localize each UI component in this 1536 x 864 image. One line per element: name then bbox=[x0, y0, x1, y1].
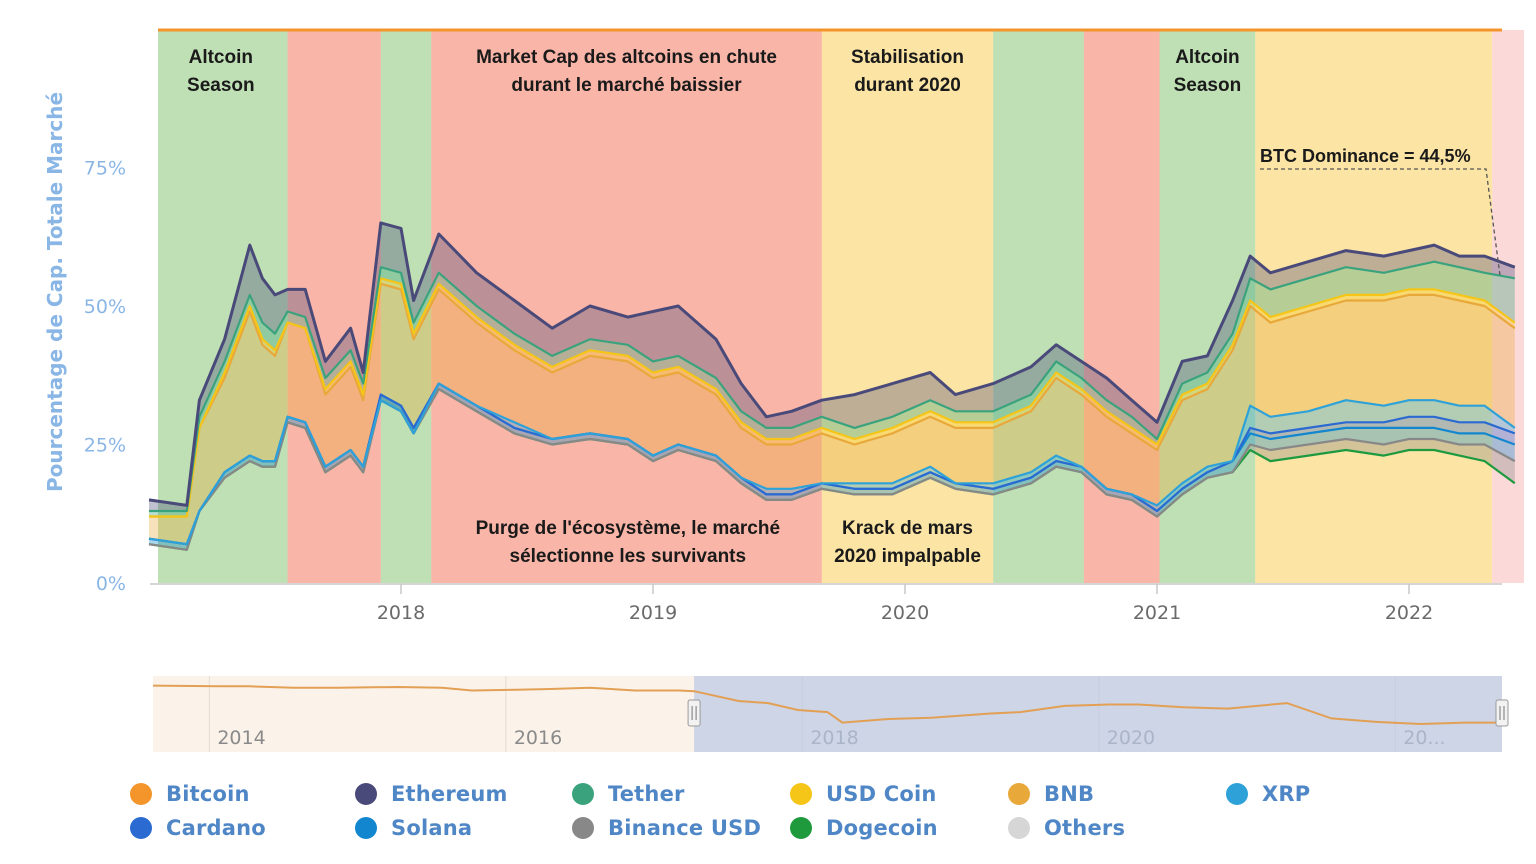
phase-band bbox=[431, 30, 822, 583]
navigator-selected-range bbox=[694, 676, 1502, 752]
y-tick-label: 25% bbox=[84, 435, 126, 457]
phase-band bbox=[287, 30, 381, 583]
phase-band bbox=[1083, 30, 1160, 583]
legend-dot-icon bbox=[355, 817, 377, 839]
legend-item-ethereum[interactable]: Ethereum bbox=[355, 780, 508, 808]
legend-label: USD Coin bbox=[826, 782, 937, 806]
legend-dot-icon bbox=[130, 817, 152, 839]
series-area-bnb bbox=[149, 283, 1515, 545]
series-area-tether bbox=[149, 261, 1515, 517]
legend-item-others[interactable]: Others bbox=[1008, 814, 1125, 842]
legend-dot-icon bbox=[790, 783, 812, 805]
legend-dot-icon bbox=[355, 783, 377, 805]
x-tick-label: 2020 bbox=[881, 602, 929, 624]
legend-label: Bitcoin bbox=[166, 782, 250, 806]
series-line-xrp bbox=[148, 382, 1516, 546]
btc-dominance-annotation: BTC Dominance = 44,5% bbox=[1260, 146, 1471, 166]
legend-dot-icon bbox=[1008, 783, 1030, 805]
legend-dot-icon bbox=[1008, 817, 1030, 839]
event-label: Krack de mars bbox=[842, 518, 973, 539]
x-tick-label: 2019 bbox=[629, 602, 677, 624]
x-tick-label: 2021 bbox=[1133, 602, 1181, 624]
legend-label: XRP bbox=[1262, 782, 1311, 806]
legend-item-xrp[interactable]: XRP bbox=[1226, 780, 1310, 808]
y-axis-label: Pourcentage de Cap. Totale Marché bbox=[43, 92, 67, 492]
y-tick-label: 50% bbox=[84, 296, 126, 318]
legend-label: Dogecoin bbox=[826, 816, 938, 840]
legend-label: BNB bbox=[1044, 782, 1095, 806]
phase-band bbox=[993, 30, 1084, 583]
navigator-handle[interactable] bbox=[687, 699, 701, 727]
series-line-binance-usd bbox=[148, 388, 1516, 551]
series-line-tether bbox=[149, 260, 1515, 513]
event-label: Purge de l'écosystème, le marché bbox=[476, 518, 780, 539]
legend-item-tether[interactable]: Tether bbox=[572, 780, 685, 808]
legend-label: Tether bbox=[608, 782, 685, 806]
y-tick-label: 0% bbox=[96, 573, 126, 595]
event-label: sélectionne les survivants bbox=[510, 546, 747, 567]
phase-band bbox=[1159, 30, 1256, 583]
navigator-handle[interactable] bbox=[1495, 699, 1509, 727]
y-tick-label: 75% bbox=[84, 158, 126, 180]
legend-label: Ethereum bbox=[391, 782, 508, 806]
dominance-chart: Altcoin Season Market Cap des altcoins en … bbox=[43, 28, 1524, 752]
legend-item-solana[interactable]: Solana bbox=[355, 814, 472, 842]
x-tick-label: 2022 bbox=[1385, 602, 1433, 624]
band-label: Market Cap des altcoins en chute bbox=[476, 47, 777, 68]
band-label: Season bbox=[187, 75, 255, 96]
navigator-tick-label: 2016 bbox=[514, 727, 562, 749]
legend-dot-icon bbox=[790, 817, 812, 839]
legend-item-cardano[interactable]: Cardano bbox=[130, 814, 266, 842]
series-line-usd-coin bbox=[149, 277, 1516, 518]
band-label: Stabilisation bbox=[851, 47, 964, 68]
band-label: Season bbox=[1174, 75, 1242, 96]
legend-item-bnb[interactable]: BNB bbox=[1008, 780, 1094, 808]
band-label: Altcoin bbox=[1175, 47, 1239, 68]
legend: Bitcoin Ethereum Tether USD Coin BNB XRP… bbox=[130, 780, 1430, 850]
legend-label: Binance USD bbox=[608, 816, 762, 840]
legend-label: Solana bbox=[391, 816, 473, 840]
x-tick-label: 2018 bbox=[377, 602, 425, 624]
series-area-ethereum bbox=[149, 222, 1515, 511]
legend-item-binance-usd[interactable]: Binance USD bbox=[572, 814, 761, 842]
legend-label: Others bbox=[1044, 816, 1126, 840]
phase-band bbox=[1492, 30, 1524, 583]
phase-band bbox=[1255, 30, 1493, 583]
legend-dot-icon bbox=[572, 817, 594, 839]
phase-band bbox=[821, 30, 994, 583]
legend-item-bitcoin[interactable]: Bitcoin bbox=[130, 780, 250, 808]
legend-dot-icon bbox=[130, 783, 152, 805]
event-label: 2020 impalpable bbox=[834, 546, 981, 567]
legend-item-dogecoin[interactable]: Dogecoin bbox=[790, 814, 938, 842]
annotation-leader-line bbox=[1260, 168, 1501, 276]
band-label: Altcoin bbox=[189, 47, 253, 68]
band-label: durant 2020 bbox=[854, 75, 961, 96]
legend-label: Cardano bbox=[166, 816, 266, 840]
legend-dot-icon bbox=[572, 783, 594, 805]
navigator-tick-label: 2014 bbox=[217, 727, 265, 749]
band-label: durant le marché baissier bbox=[511, 75, 742, 96]
legend-dot-icon bbox=[1226, 783, 1248, 805]
series-line-ethereum bbox=[148, 221, 1516, 507]
navigator-bitcoin-line bbox=[152, 684, 1502, 726]
legend-item-usd-coin[interactable]: USD Coin bbox=[790, 780, 937, 808]
phase-band bbox=[158, 30, 288, 583]
